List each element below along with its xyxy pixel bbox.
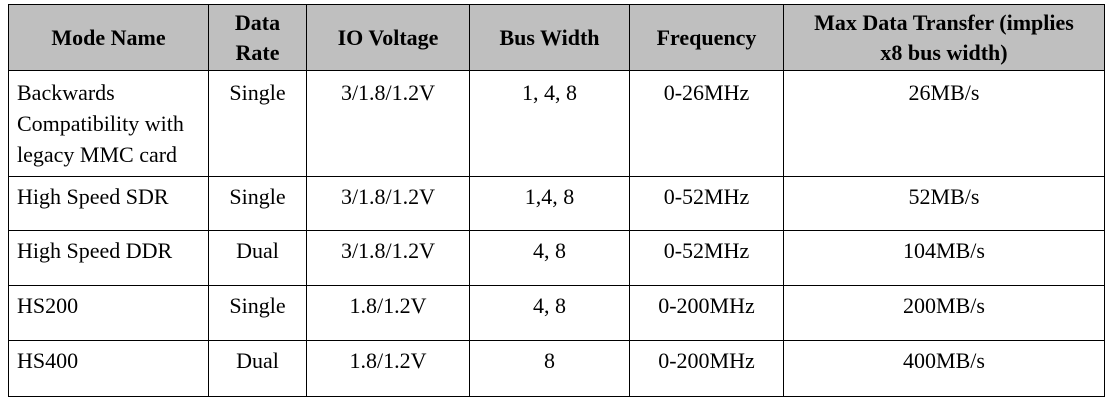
cell-io-voltage: 1.8/1.2V [306, 285, 470, 341]
header-row: Mode Name Data Rate IO Voltage Bus Width… [8, 4, 1105, 71]
cell-mode-name: HS200 [8, 285, 209, 341]
cell-io-voltage: 3/1.8/1.2V [306, 70, 470, 177]
header-data-rate: Data Rate [208, 4, 307, 71]
cell-bus-width: 4, 8 [469, 285, 630, 341]
header-bus-width: Bus Width [469, 4, 630, 71]
header-frequency: Frequency [629, 4, 784, 71]
cell-max-data-transfer: 26MB/s [783, 70, 1105, 177]
cell-mode-name: HS400 [8, 340, 209, 397]
cell-data-rate: Single [208, 70, 307, 177]
cell-frequency: 0-52MHz [629, 230, 784, 286]
header-mode-name: Mode Name [8, 4, 209, 71]
header-io-voltage: IO Voltage [306, 4, 470, 71]
table-row: High Speed DDR Dual 3/1.8/1.2V 4, 8 0-52… [8, 230, 1105, 286]
cell-frequency: 0-26MHz [629, 70, 784, 177]
cell-mode-name: High Speed DDR [8, 230, 209, 286]
cell-io-voltage: 3/1.8/1.2V [306, 176, 470, 231]
table-row: High Speed SDR Single 3/1.8/1.2V 1,4, 8 … [8, 176, 1105, 231]
header-max-data-transfer: Max Data Transfer (implies x8 bus width) [783, 4, 1105, 71]
cell-frequency: 0-52MHz [629, 176, 784, 231]
cell-io-voltage: 3/1.8/1.2V [306, 230, 470, 286]
cell-max-data-transfer: 52MB/s [783, 176, 1105, 231]
cell-mode-name: Backwards Compatibility with legacy MMC … [8, 70, 209, 177]
cell-bus-width: 1, 4, 8 [469, 70, 630, 177]
cell-data-rate: Dual [208, 230, 307, 286]
table-row: Backwards Compatibility with legacy MMC … [8, 70, 1105, 177]
cell-frequency: 0-200MHz [629, 340, 784, 397]
cell-bus-width: 8 [469, 340, 630, 397]
cell-bus-width: 4, 8 [469, 230, 630, 286]
cell-max-data-transfer: 400MB/s [783, 340, 1105, 397]
cell-mode-name: High Speed SDR [8, 176, 209, 231]
emmc-modes-table: Mode Name Data Rate IO Voltage Bus Width… [8, 4, 1105, 397]
table-row: HS200 Single 1.8/1.2V 4, 8 0-200MHz 200M… [8, 285, 1105, 341]
cell-data-rate: Single [208, 285, 307, 341]
cell-frequency: 0-200MHz [629, 285, 784, 341]
cell-bus-width: 1,4, 8 [469, 176, 630, 231]
cell-max-data-transfer: 104MB/s [783, 230, 1105, 286]
table-row: HS400 Dual 1.8/1.2V 8 0-200MHz 400MB/s [8, 340, 1105, 397]
cell-data-rate: Dual [208, 340, 307, 397]
cell-max-data-transfer: 200MB/s [783, 285, 1105, 341]
cell-data-rate: Single [208, 176, 307, 231]
cell-io-voltage: 1.8/1.2V [306, 340, 470, 397]
